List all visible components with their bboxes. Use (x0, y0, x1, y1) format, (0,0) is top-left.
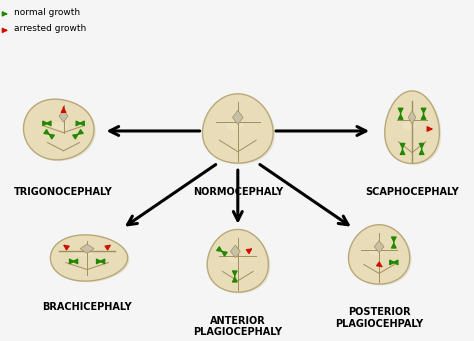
Polygon shape (350, 226, 411, 285)
Ellipse shape (227, 254, 242, 262)
Polygon shape (374, 241, 384, 253)
Polygon shape (207, 229, 268, 292)
Polygon shape (24, 99, 94, 160)
Polygon shape (209, 231, 270, 294)
Polygon shape (348, 225, 410, 284)
Text: BRACHICEPHALY: BRACHICEPHALY (42, 302, 132, 312)
Ellipse shape (368, 248, 383, 256)
Polygon shape (202, 94, 273, 163)
Text: normal growth: normal growth (14, 8, 80, 17)
Text: SCAPHOCEPHALY: SCAPHOCEPHALY (365, 187, 459, 197)
Polygon shape (230, 245, 240, 258)
Polygon shape (387, 92, 441, 165)
Text: POSTERIOR
PLAGIOCEHPALY: POSTERIOR PLAGIOCEHPALY (335, 308, 423, 329)
Polygon shape (385, 91, 439, 163)
Text: arrested growth: arrested growth (14, 24, 86, 33)
Ellipse shape (226, 121, 243, 130)
Polygon shape (52, 236, 129, 282)
Polygon shape (80, 244, 94, 253)
Polygon shape (26, 101, 96, 161)
Polygon shape (50, 235, 128, 281)
Ellipse shape (73, 250, 93, 256)
Ellipse shape (402, 121, 416, 130)
Polygon shape (59, 110, 68, 122)
Text: ANTERIOR
PLAGIOCEPHALY: ANTERIOR PLAGIOCEPHALY (193, 316, 283, 337)
Polygon shape (204, 95, 275, 164)
Text: TRIGONOCEPHALY: TRIGONOCEPHALY (14, 187, 113, 197)
Text: NORMOCEPHALY: NORMOCEPHALY (193, 187, 283, 197)
Ellipse shape (52, 122, 68, 130)
Polygon shape (408, 111, 416, 124)
Polygon shape (233, 110, 243, 124)
